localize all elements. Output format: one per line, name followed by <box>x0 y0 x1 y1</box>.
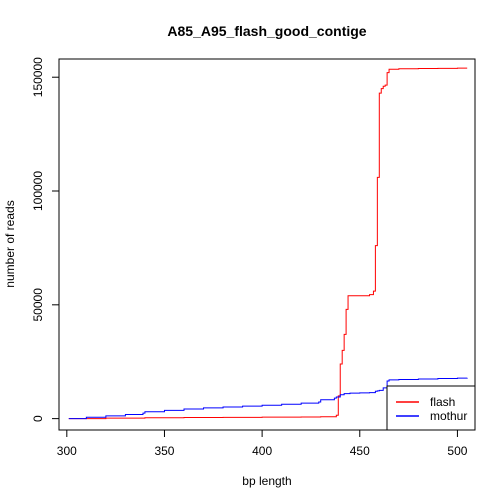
x-axis: 300 350 400 450 500 <box>57 429 468 458</box>
series-layer <box>68 67 468 420</box>
x-tick-label: 300 <box>57 444 77 458</box>
x-tick-label: 350 <box>154 444 174 458</box>
x-axis-label: bp length <box>242 474 291 488</box>
legend-label-flash: flash <box>430 395 455 409</box>
series-line-flash <box>68 67 468 420</box>
legend: flash mothur <box>386 385 476 431</box>
y-axis-label: number of reads <box>3 200 17 287</box>
x-tick-label: 500 <box>447 444 467 458</box>
plot-box <box>58 58 476 431</box>
y-tick-label: 0 <box>31 415 45 422</box>
y-tick-label: 150000 <box>31 57 45 97</box>
legend-label-mothur: mothur <box>430 409 467 423</box>
chart-title: A85_A95_flash_good_contige <box>167 23 366 39</box>
y-tick-label: 50000 <box>31 288 45 322</box>
x-tick-label: 450 <box>350 444 370 458</box>
series-line-mothur <box>68 377 468 420</box>
y-axis: 0 50000 100000 150000 <box>31 57 60 422</box>
x-tick-label: 400 <box>252 444 272 458</box>
y-tick-label: 100000 <box>31 171 45 211</box>
legend-box <box>386 385 476 431</box>
